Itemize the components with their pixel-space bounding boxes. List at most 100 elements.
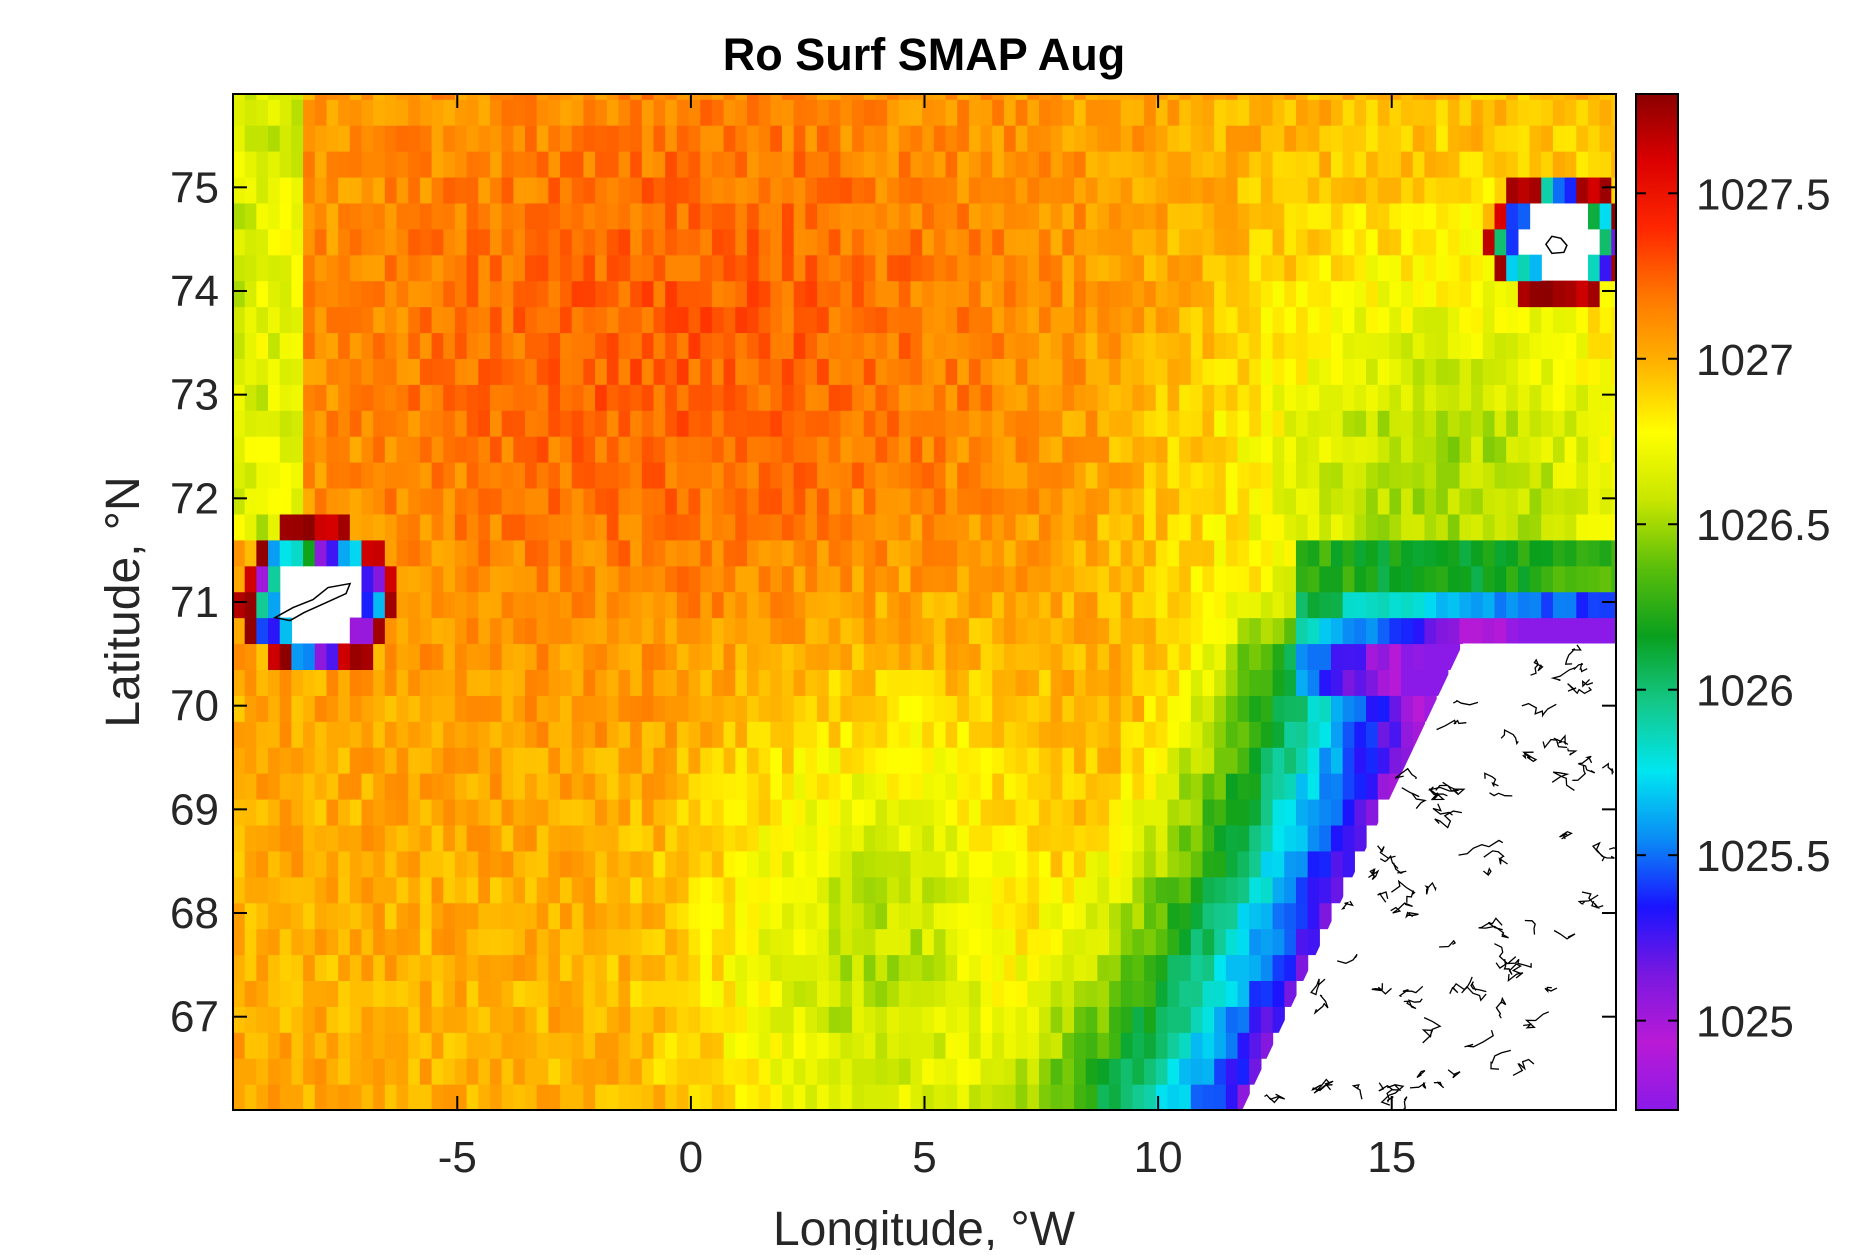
- heatmap-cell: [828, 176, 841, 204]
- heatmap-cell: [349, 824, 363, 852]
- heatmap-cell: [1179, 617, 1192, 645]
- heatmap-cell: [723, 1006, 736, 1033]
- heatmap-cell: [1202, 94, 1215, 100]
- heatmap-cell: [525, 798, 538, 826]
- heatmap-cell: [501, 669, 514, 696]
- heatmap-cell: [314, 928, 328, 956]
- heatmap-cell: [501, 487, 514, 515]
- heatmap-cell: [957, 125, 970, 152]
- heatmap-cell: [1202, 513, 1215, 541]
- heatmap-cell: [268, 487, 281, 515]
- heatmap-cell: [338, 876, 351, 904]
- heatmap-cell: [817, 436, 830, 463]
- heatmap-cell: [898, 876, 912, 904]
- heatmap-cell: [525, 565, 538, 593]
- heatmap-cell: [1599, 94, 1612, 100]
- heatmap-cell: [431, 902, 444, 930]
- heatmap-cell: [1459, 384, 1472, 411]
- heatmap-cell: [1389, 487, 1402, 515]
- heatmap-cell: [1085, 487, 1098, 515]
- heatmap-cell: [922, 824, 935, 852]
- heatmap-cell: [256, 94, 269, 100]
- heatmap-cell: [1307, 176, 1320, 204]
- heatmap-cell: [583, 798, 596, 826]
- heatmap-cell: [489, 332, 503, 359]
- heatmap-cell: [396, 436, 409, 463]
- heatmap-cell: [910, 876, 923, 904]
- heatmap-cell: [922, 151, 935, 178]
- heatmap-cell: [513, 721, 526, 748]
- heatmap-cell: [863, 617, 877, 645]
- heatmap-cell: [595, 358, 608, 385]
- heatmap-cell: [688, 617, 701, 645]
- heatmap-cell: [1225, 1058, 1239, 1085]
- heatmap-cell: [326, 773, 339, 800]
- heatmap-cell: [723, 94, 736, 100]
- heatmap-cell: [875, 773, 888, 800]
- heatmap-cell: [770, 125, 783, 152]
- heatmap-cell: [1576, 176, 1589, 204]
- heatmap-cell: [700, 617, 713, 645]
- coastline-segment: [1416, 1069, 1426, 1079]
- heatmap-cell: [817, 669, 830, 696]
- heatmap-cell: [770, 1032, 783, 1059]
- heatmap-cell: [1517, 358, 1531, 385]
- heatmap-cell: [1260, 436, 1274, 463]
- heatmap-cell: [361, 228, 374, 256]
- heatmap-cell: [1074, 539, 1087, 567]
- heatmap-cell: [595, 928, 608, 956]
- heatmap-cell: [338, 643, 351, 670]
- heatmap-cell: [875, 643, 888, 670]
- heatmap-cell: [1284, 695, 1297, 722]
- heatmap-cell: [606, 669, 620, 696]
- heatmap-cell: [1295, 462, 1309, 489]
- heatmap-cell: [1459, 410, 1472, 437]
- heatmap-cell: [595, 513, 608, 541]
- heatmap-cell: [793, 954, 806, 982]
- heatmap-cell: [501, 902, 514, 930]
- heatmap-cell: [1202, 99, 1215, 126]
- heatmap-cell: [723, 1032, 736, 1059]
- heatmap-cell: [1541, 125, 1554, 152]
- heatmap-cell: [466, 954, 479, 982]
- heatmap-cell: [1436, 332, 1449, 359]
- heatmap-cell: [501, 850, 514, 878]
- heatmap-cell: [1272, 1006, 1285, 1033]
- heatmap-cell: [1167, 695, 1180, 722]
- heatmap-cell: [758, 384, 771, 411]
- heatmap-cell: [817, 228, 830, 256]
- heatmap-cell: [525, 358, 538, 385]
- heatmap-cell: [1190, 643, 1204, 670]
- heatmap-cell: [1342, 539, 1355, 567]
- heatmap-cell: [980, 1032, 993, 1059]
- heatmap-cell: [980, 747, 993, 774]
- heatmap-cell: [723, 798, 736, 826]
- heatmap-cell: [1050, 280, 1063, 308]
- heatmap-cell: [945, 539, 958, 567]
- heatmap-cell: [758, 254, 771, 282]
- heatmap-cell: [770, 980, 783, 1007]
- heatmap-cell: [431, 513, 444, 541]
- heatmap-cell: [1447, 462, 1461, 489]
- heatmap-cell: [606, 928, 620, 956]
- heatmap-cell: [688, 669, 701, 696]
- heatmap-cell: [711, 980, 725, 1007]
- heatmap-cell: [1599, 565, 1612, 593]
- heatmap-cell: [595, 462, 608, 489]
- heatmap-cell: [501, 332, 514, 359]
- heatmap-cell: [489, 384, 503, 411]
- heatmap-cell: [525, 176, 538, 204]
- heatmap-cell: [1295, 876, 1309, 904]
- heatmap-cell: [1494, 358, 1507, 385]
- heatmap-cell: [1097, 747, 1110, 774]
- heatmap-cell: [408, 876, 421, 904]
- heatmap-cell: [595, 1032, 608, 1059]
- heatmap-cell: [1225, 1006, 1239, 1033]
- heatmap-cell: [571, 151, 585, 178]
- heatmap-cell: [1459, 99, 1472, 126]
- heatmap-cell: [314, 332, 328, 359]
- heatmap-cell: [606, 151, 620, 178]
- heatmap-cell: [828, 539, 841, 567]
- heatmap-cell: [501, 721, 514, 748]
